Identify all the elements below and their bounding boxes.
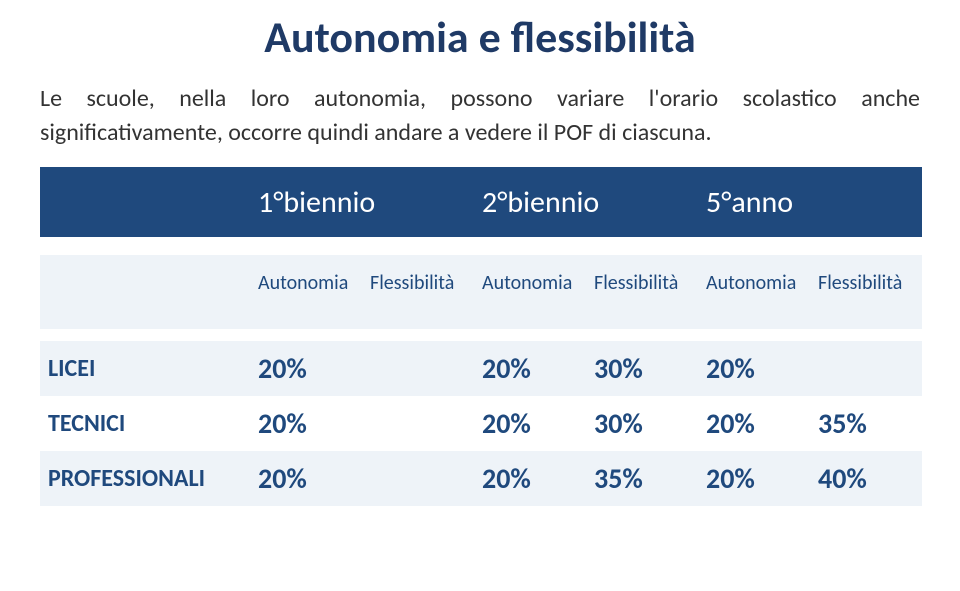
subheader-blank [40,255,250,329]
subheader-flessibilita-3: Flessibilità [810,255,922,329]
cell [362,451,474,506]
cell: 20% [698,396,810,451]
cell: 35% [586,451,698,506]
table-row: TECNICI 20% 20% 30% 20% 35% [40,396,922,451]
cell [362,341,474,396]
subheader-flessibilita-2: Flessibilità [586,255,698,329]
row-label-professionali: PROFESSIONALI [40,451,250,506]
cell: 20% [250,451,362,506]
autonomia-table: 1°biennio 2°biennio 5°anno Autonomia Fle… [40,167,922,506]
header-anno5: 5°anno [698,167,922,237]
table-row: PROFESSIONALI 20% 20% 35% 20% 40% [40,451,922,506]
cell: 30% [586,396,698,451]
cell: 20% [698,341,810,396]
subheader-autonomia-1: Autonomia [250,255,362,329]
table-header-row: 1°biennio 2°biennio 5°anno [40,167,922,237]
header-biennio2: 2°biennio [474,167,698,237]
row-label-tecnici: TECNICI [40,396,250,451]
cell [362,396,474,451]
cell [810,341,922,396]
description-text: Le scuole, nella loro autonomia, possono… [40,82,920,149]
cell: 40% [810,451,922,506]
cell: 35% [810,396,922,451]
page-title: Autonomia e flessibilità [40,10,920,64]
cell: 20% [698,451,810,506]
subheader-autonomia-2: Autonomia [474,255,586,329]
cell: 20% [474,451,586,506]
header-biennio1: 1°biennio [250,167,474,237]
subheader-flessibilita-1: Flessibilità [362,255,474,329]
table-subheader-row: Autonomia Flessibilità Autonomia Flessib… [40,255,922,329]
cell: 20% [250,341,362,396]
subheader-autonomia-3: Autonomia [698,255,810,329]
cell: 20% [474,396,586,451]
cell: 20% [250,396,362,451]
row-label-licei: LICEI [40,341,250,396]
header-blank [40,167,250,237]
cell: 20% [474,341,586,396]
cell: 30% [586,341,698,396]
table-row: LICEI 20% 20% 30% 20% [40,341,922,396]
